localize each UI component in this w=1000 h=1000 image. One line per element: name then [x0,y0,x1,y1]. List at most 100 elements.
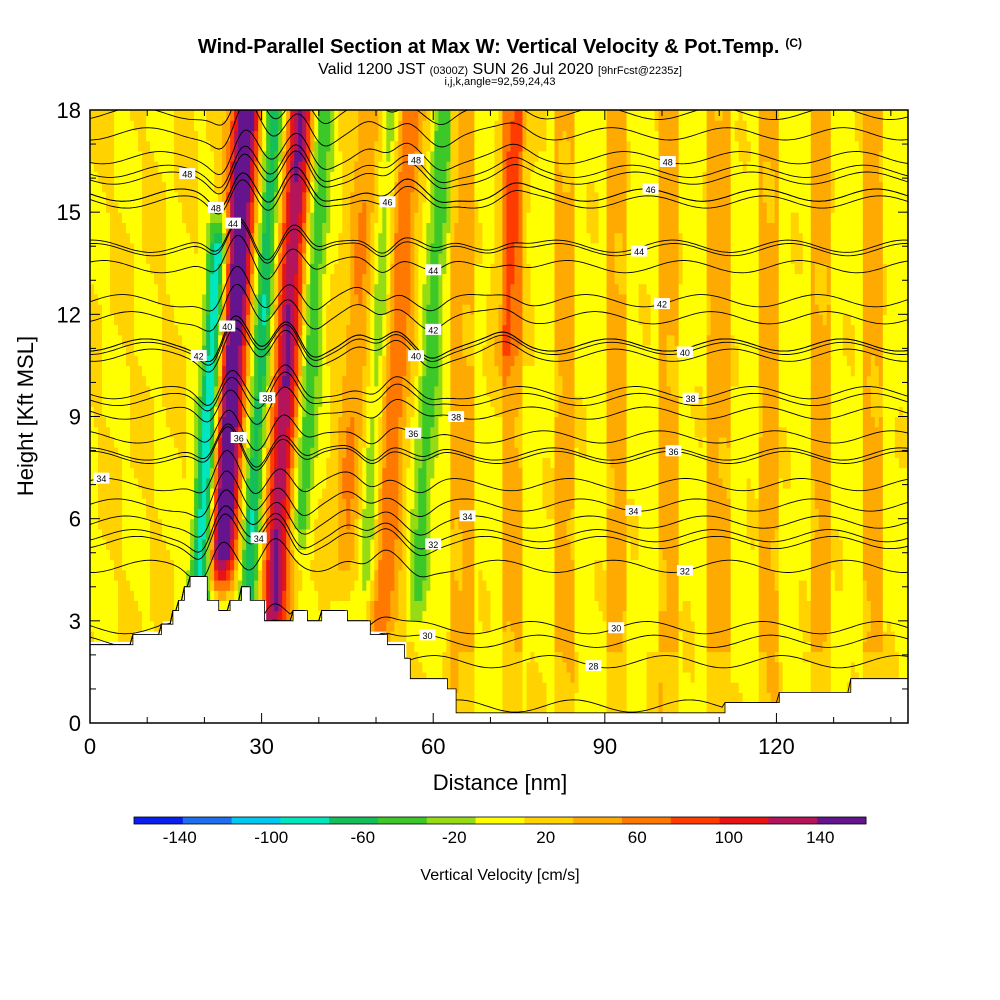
isentrope-label: 32 [676,564,693,576]
forecast-info: [9hrFcst@2235z] [597,65,682,77]
colorbar-tick-label: 20 [536,828,555,847]
colorbar-tick-label: 140 [806,828,834,847]
isentrope-label: 34 [93,472,110,484]
isentrope-label-text: 34 [628,506,638,516]
x-tick-label: 0 [84,734,96,759]
isentrope-label-text: 32 [680,566,690,576]
isentrope-label: 42 [425,323,442,335]
utc-time: (0300Z) [429,65,469,77]
isentrope-label: 46 [642,183,659,195]
isentrope-line [90,110,908,126]
y-tick-label: 3 [69,609,81,634]
chart-title-text: Wind-Parallel Section at Max W: Vertical… [197,36,780,58]
isentrope-line [90,409,908,451]
colorbar-swatch [573,817,623,824]
colorbar-swatch [768,817,818,824]
isentrope-label-text: 40 [411,352,421,362]
y-tick-label: 6 [69,507,81,532]
isentrope-label-text: 46 [646,185,656,195]
colorbar-swatch [329,817,379,824]
isentrope-label-text: 34 [254,534,264,544]
x-tick-label: 60 [421,734,445,759]
isentrope-label: 48 [659,156,676,168]
colorbar-swatch [378,817,428,824]
isentrope-label-text: 42 [194,351,204,361]
isentrope-label-text: 42 [428,325,438,335]
isentrope-line [90,144,908,189]
colorbar-tick-label: -140 [163,828,197,847]
isentrope-label: 48 [179,168,196,180]
colorbar-swatch [524,817,574,824]
isentrope-labels: 28 30 30 32 32 34 34 34 34 36 36 36 38 38 38 40 40 40 42 42… [93,153,699,672]
isentrope-line [90,423,908,468]
isentrope-line [90,426,908,471]
isentrope-label: 32 [425,538,442,550]
isentrope-label: 42 [190,349,207,361]
isentrope-line [90,173,908,215]
isentrope-label: 48 [207,201,224,213]
isentrope-label: 40 [408,350,425,362]
colorbar-swatch [475,817,525,824]
colorbar: -140 -100 -60 -20 20 60 100 140 [133,816,867,847]
colorbar-tick-label: -100 [254,828,288,847]
colorbar-swatch [134,817,184,824]
isentrope-label-text: 36 [668,447,678,457]
isentrope-line [90,166,908,210]
isentrope-label-text: 48 [663,158,673,168]
isentrope-label-text: 40 [222,322,232,332]
isentrope-label: 30 [608,622,625,634]
x-tick-label: 30 [249,734,273,759]
y-tick-label: 12 [57,302,81,327]
isentrope-line [90,319,908,366]
isentrope-label: 40 [676,346,693,358]
isentrope-label-text: 42 [657,300,667,310]
isentrope-line [90,470,908,518]
isentrope-label: 34 [459,510,476,522]
colorbar-tick-label: 100 [715,828,743,847]
isentrope-label-text: 48 [411,155,421,165]
isentrope-line [90,266,908,312]
isentrope-label-text: 28 [588,662,598,672]
isentrope-label: 40 [219,320,236,332]
colorbar-swatch [182,817,232,824]
colorbar-swatch [231,817,281,824]
isentrope-line [90,220,908,264]
chart-subtitle: Valid 1200 JST (0300Z) SUN 26 Jul 2020 [… [0,61,1000,79]
isentrope-label: 36 [665,445,682,457]
x-axis-label: Distance [nm] [433,770,568,795]
isentrope-line [90,283,908,332]
isentrope-line [90,538,908,578]
isentrope-label-text: 44 [634,247,644,257]
isentrope-line [90,150,908,195]
isentrope-label-text: 30 [422,631,432,641]
isentrope-line [90,386,908,425]
isentrope-line [90,364,908,406]
isentrope-line [90,371,908,412]
isentrope-label-text: 34 [463,512,473,522]
x-tick-label: 120 [758,734,795,759]
isentrope-line [90,489,908,538]
colorbar-tick-label: -20 [442,828,467,847]
isentrope-label-text: 36 [234,433,244,443]
colorbar-swatch [426,817,476,824]
colorbar-swatch [817,817,867,824]
isentrope-label: 38 [259,392,276,404]
isentrope-label: 48 [408,153,425,165]
isentrope-label: 30 [419,629,436,641]
isentrope-line [90,449,908,495]
y-tick-label: 9 [69,405,81,430]
isentrope-label-text: 44 [428,266,438,276]
isentrope-label-text: 48 [211,203,221,213]
colorbar-swatch [622,817,672,824]
isentrope-label-text: 48 [182,170,192,180]
colorbar-swatch [670,817,720,824]
isentrope-line [90,327,908,373]
isentrope-label: 36 [405,427,422,439]
isentrope-label: 38 [682,392,699,404]
colorbar-swatch [280,817,330,824]
copyright-mark: (C) [785,36,803,50]
colorbar-tick-label: 60 [628,828,647,847]
isentrope-line [90,234,908,280]
